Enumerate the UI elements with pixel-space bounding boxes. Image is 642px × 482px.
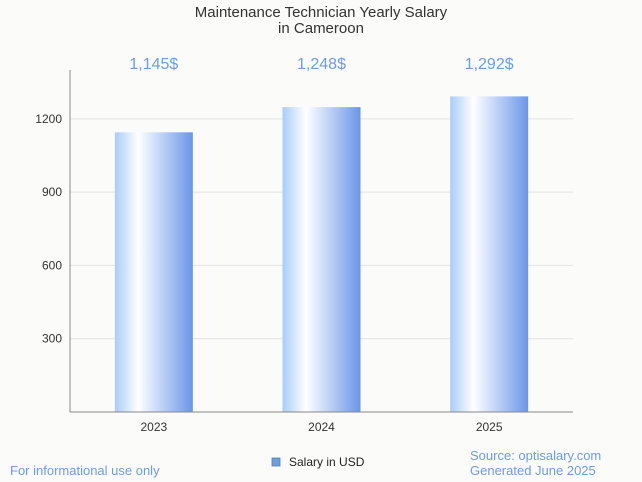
bar-2025 (450, 96, 529, 412)
y-tick-label-1200: 1200 (35, 112, 62, 126)
footer-source: Source: optisalary.com (470, 448, 601, 463)
x-tick-label-2025: 2025 (476, 420, 503, 434)
x-tick-label-2023: 2023 (140, 420, 167, 434)
chart-title-line-1: Maintenance Technician Yearly Salary (195, 4, 448, 21)
legend-label: Salary in USD (289, 455, 365, 469)
data-label-2023: 1,145$ (129, 56, 178, 73)
axes (69, 70, 573, 413)
y-tick-label-600: 600 (42, 258, 62, 272)
chart-title-line-2: in Cameroon (278, 20, 364, 37)
legend[interactable]: Salary in USD (271, 455, 365, 469)
legend-swatch (271, 457, 281, 467)
x-tick-labels: 2023 2024 2025 (140, 420, 502, 434)
x-tick-label-2024: 2024 (308, 420, 335, 434)
y-tick-label-900: 900 (42, 185, 62, 199)
bars (114, 96, 529, 413)
y-tick-labels: 300 600 900 1200 (35, 112, 62, 346)
bar-2023 (114, 132, 193, 413)
bar-2024 (282, 107, 361, 412)
footer-disclaimer: For informational use only (10, 463, 160, 478)
data-label-2025: 1,292$ (465, 56, 514, 73)
data-labels: 1,145$ 1,248$ 1,292$ (129, 56, 513, 73)
footer-generated: Generated June 2025 (470, 463, 596, 478)
data-label-2024: 1,248$ (297, 56, 346, 73)
y-tick-label-300: 300 (42, 332, 62, 346)
